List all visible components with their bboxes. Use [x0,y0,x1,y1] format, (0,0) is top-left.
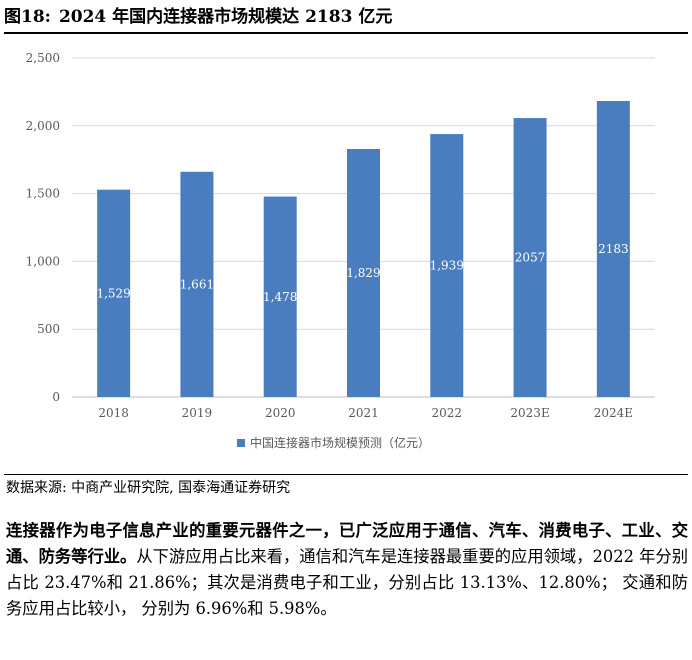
bar-value-label: 1,939 [430,259,464,273]
y-tick-label: 1,000 [26,254,60,268]
bar-labels: 1,529 1,661 1,478 1,829 1,939 2057 2183 [96,242,628,304]
title-rule [4,32,688,34]
x-tick-label: 2022 [432,406,463,420]
bar [596,100,630,397]
source-note: 数据来源: 中商产业研究院, 国泰海通证券研究 [6,480,291,496]
bar-chart: 0 500 1,000 1,500 2,000 2,500 1,529 1,661 1,478… [26,51,655,450]
bar-value-label: 1,529 [96,286,130,300]
bar [347,148,380,397]
bar [97,189,131,397]
bar-value-label: 2057 [515,251,546,265]
y-tick-label: 500 [37,322,60,336]
x-tick-label: 2024E [594,406,633,420]
bar-value-label: 1,661 [180,277,214,291]
bars [97,100,630,397]
bar [513,118,547,397]
figure-number: 图18: [4,7,51,27]
bar-value-label: 1,829 [346,266,380,280]
source-rule [4,474,688,475]
figure-title: 图18: 2024 年国内连接器市场规模达 2183 亿元 [4,6,688,28]
x-tick-label: 2018 [98,406,129,420]
y-tick-label: 2,000 [26,119,60,133]
x-tick-label: 2019 [182,406,213,420]
x-tick-label: 2023E [510,406,549,420]
body-paragraph: 连接器作为电子信息产业的重要元器件之一，已广泛应用于通信、汽车、消费电子、工业、… [6,518,688,622]
y-tick-label: 0 [52,390,60,404]
figure-title-text: 2024 年国内连接器市场规模达 2183 亿元 [58,7,393,27]
y-tick-label: 2,500 [26,51,60,65]
legend: 中国连接器市场规模预测（亿元） [237,435,430,450]
legend-label: 中国连接器市场规模预测（亿元） [250,435,430,450]
y-axis-ticks: 0 500 1,000 1,500 2,000 2,500 [26,51,60,404]
bar [180,171,214,397]
legend-swatch [237,439,245,447]
paragraph-lead: 连接器作为电子信息产业的重要元器件之一，已广泛应用于通信、汽车、消费电子、工业、… [6,521,688,566]
bar [263,196,297,397]
y-tick-label: 1,500 [26,187,60,201]
x-tick-label: 2020 [265,406,296,420]
bar [430,134,464,397]
x-axis-ticks: 2018 2019 2020 2021 2022 2023E 2024E [98,406,633,420]
paragraph-body: 从下游应用占比来看，通信和汽车是连接器最重要的应用领域，2022 年分别占比 2… [6,547,688,618]
bar-value-label: 2183 [598,242,629,256]
bar-value-label: 1,478 [263,290,297,304]
x-tick-label: 2021 [348,406,379,420]
